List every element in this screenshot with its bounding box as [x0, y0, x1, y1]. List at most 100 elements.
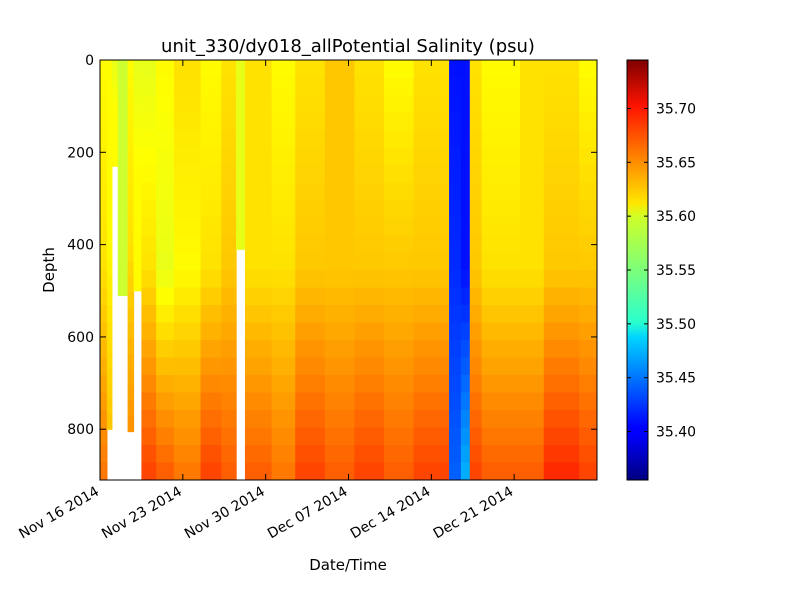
- salinity-cell: [117, 158, 129, 169]
- salinity-cell: [127, 385, 135, 402]
- salinity-cell: [271, 60, 296, 79]
- salinity-cell: [460, 217, 471, 236]
- salinity-cell: [117, 148, 129, 159]
- salinity-cell: [117, 167, 129, 179]
- salinity-cell: [221, 270, 237, 289]
- salinity-cell: [481, 60, 521, 79]
- salinity-cell: [127, 60, 135, 77]
- salinity-cell: [111, 117, 119, 123]
- salinity-cell: [413, 95, 450, 114]
- salinity-cell: [106, 321, 113, 338]
- salinity-cell: [384, 392, 415, 411]
- salinity-cell: [295, 462, 326, 480]
- salinity-cell: [106, 352, 113, 369]
- salinity-cell: [127, 214, 135, 231]
- salinity-cell: [133, 242, 143, 253]
- salinity-cell: [295, 357, 326, 376]
- salinity-cell: [141, 427, 157, 446]
- salinity-cell: [141, 130, 157, 149]
- salinity-cell: [117, 138, 129, 149]
- salinity-cell: [271, 270, 296, 289]
- salinity-cell: [295, 147, 326, 166]
- salinity-cell: [579, 95, 597, 114]
- salinity-cell: [221, 375, 237, 394]
- salinity-cell: [244, 340, 273, 359]
- salinity-cell: [117, 236, 129, 247]
- salinity-cell: [384, 60, 415, 79]
- salinity-cell: [384, 200, 415, 219]
- salinity-cell: [543, 427, 580, 446]
- salinity-cell: [469, 270, 483, 289]
- salinity-cell: [117, 216, 129, 228]
- colorbar-tick-label: 35.60: [656, 209, 696, 225]
- salinity-cell: [520, 287, 545, 306]
- salinity-cell: [111, 113, 119, 119]
- salinity-cell: [111, 64, 119, 70]
- salinity-cell: [221, 112, 237, 131]
- salinity-cell: [481, 130, 521, 149]
- salinity-cell: [460, 357, 471, 376]
- salinity-cell: [354, 95, 385, 114]
- salinity-cell: [236, 162, 246, 171]
- salinity-cell: [469, 322, 483, 341]
- salinity-cell: [579, 147, 597, 166]
- salinity-cell: [244, 112, 273, 131]
- salinity-cell: [236, 241, 246, 250]
- salinity-cell: [271, 427, 296, 446]
- salinity-cell: [520, 392, 545, 411]
- salinity-cell: [221, 130, 237, 149]
- salinity-cell: [324, 392, 356, 411]
- salinity-cell: [520, 130, 545, 149]
- salinity-cell: [156, 217, 175, 236]
- profile-band: [324, 60, 356, 480]
- salinity-cell: [520, 270, 545, 289]
- salinity-cell: [133, 108, 143, 119]
- salinity-cell: [111, 135, 119, 141]
- salinity-cell: [106, 183, 113, 200]
- salinity-cell: [271, 165, 296, 184]
- profile-band: [460, 60, 471, 480]
- salinity-cell: [413, 200, 450, 219]
- salinity-cell: [413, 147, 450, 166]
- profile-band: [117, 60, 129, 296]
- salinity-cell: [156, 340, 175, 359]
- salinity-cell: [221, 165, 237, 184]
- salinity-cell: [460, 340, 471, 359]
- salinity-cell: [469, 287, 483, 306]
- profile-band: [244, 60, 273, 480]
- salinity-cell: [324, 427, 356, 446]
- salinity-cell: [354, 410, 385, 429]
- salinity-cell: [384, 322, 415, 341]
- salinity-cell: [460, 200, 471, 219]
- salinity-cell: [354, 322, 385, 341]
- salinity-cell: [384, 235, 415, 254]
- salinity-cell: [579, 392, 597, 411]
- salinity-cell: [244, 235, 273, 254]
- salinity-cell: [295, 200, 326, 219]
- salinity-cell: [106, 90, 113, 107]
- profile-band: [173, 60, 202, 480]
- salinity-cell: [100, 322, 108, 341]
- salinity-cell: [469, 60, 483, 79]
- salinity-cell: [117, 256, 129, 267]
- salinity-cell: [200, 392, 222, 411]
- salinity-cell: [460, 252, 471, 271]
- salinity-cell: [133, 233, 143, 244]
- salinity-cell: [460, 112, 471, 131]
- colorbar-tick-label: 35.65: [656, 155, 696, 171]
- salinity-cell: [111, 95, 119, 101]
- x-tick-label: Nov 30 2014: [182, 484, 268, 543]
- salinity-cell: [460, 287, 471, 306]
- profile-band: [449, 60, 462, 480]
- salinity-cell: [449, 322, 462, 341]
- salinity-cell: [141, 77, 157, 96]
- salinity-cell: [236, 123, 246, 132]
- salinity-cell: [271, 200, 296, 219]
- salinity-cell: [244, 217, 273, 236]
- salinity-cell: [100, 427, 108, 446]
- salinity-cell: [469, 130, 483, 149]
- salinity-cell: [481, 305, 521, 324]
- salinity-cell: [221, 200, 237, 219]
- salinity-cell: [449, 165, 462, 184]
- salinity-cell: [100, 60, 108, 79]
